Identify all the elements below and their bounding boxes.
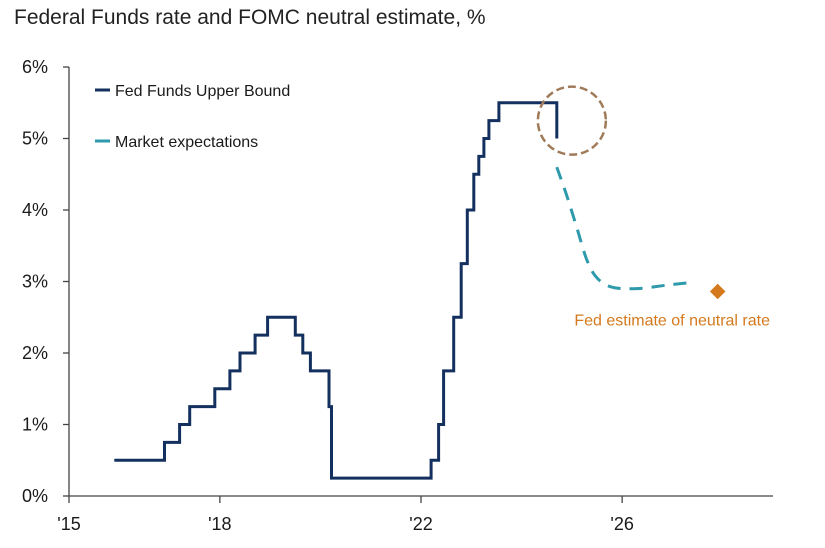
y-tick-label: 6%	[22, 57, 48, 77]
x-ticks: '15 '18 '22 '26	[57, 496, 634, 534]
legend-label-fed-funds: Fed Funds Upper Bound	[115, 83, 290, 100]
highlight-circle	[536, 85, 608, 156]
series-market-expectations	[555, 166, 688, 291]
y-tick-label: 0%	[22, 486, 48, 506]
x-tick-label: '18	[208, 514, 231, 534]
y-ticks: 0% 1% 2% 3% 4% 5% 6%	[22, 57, 69, 506]
x-tick-label: '15	[57, 514, 80, 534]
series-fed-funds-upper-bound	[114, 101, 559, 480]
y-tick-label: 1%	[22, 415, 48, 435]
neutral-rate-label: Fed estimate of neutral rate	[574, 313, 770, 330]
legend: Fed Funds Upper Bound Market expectation…	[95, 83, 290, 151]
y-tick-label: 4%	[22, 200, 48, 220]
legend-label-market-expectations: Market expectations	[115, 134, 258, 151]
chart-title: Federal Funds rate and FOMC neutral esti…	[14, 6, 486, 29]
y-tick-label: 2%	[22, 343, 48, 363]
x-tick-label: '22	[409, 514, 432, 534]
x-tick-label: '26	[610, 514, 633, 534]
y-tick-label: 3%	[22, 272, 48, 292]
neutral-rate-diamond-marker	[709, 283, 726, 300]
y-tick-label: 5%	[22, 129, 48, 149]
